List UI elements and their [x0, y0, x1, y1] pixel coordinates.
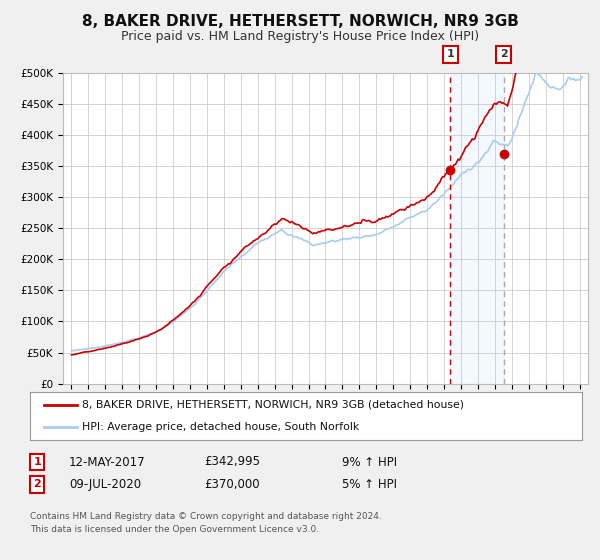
- Text: 8, BAKER DRIVE, HETHERSETT, NORWICH, NR9 3GB (detached house): 8, BAKER DRIVE, HETHERSETT, NORWICH, NR9…: [82, 400, 464, 410]
- Text: £370,000: £370,000: [204, 478, 260, 491]
- Text: HPI: Average price, detached house, South Norfolk: HPI: Average price, detached house, Sout…: [82, 422, 359, 432]
- Text: Contains HM Land Registry data © Crown copyright and database right 2024.
This d: Contains HM Land Registry data © Crown c…: [30, 512, 382, 534]
- Text: Price paid vs. HM Land Registry's House Price Index (HPI): Price paid vs. HM Land Registry's House …: [121, 30, 479, 44]
- Text: 1: 1: [34, 457, 41, 467]
- Text: 1: 1: [446, 49, 454, 59]
- Text: 5% ↑ HPI: 5% ↑ HPI: [342, 478, 397, 491]
- Text: 2: 2: [34, 479, 41, 489]
- Text: 09-JUL-2020: 09-JUL-2020: [69, 478, 141, 491]
- Text: 2: 2: [500, 49, 508, 59]
- Text: 8, BAKER DRIVE, HETHERSETT, NORWICH, NR9 3GB: 8, BAKER DRIVE, HETHERSETT, NORWICH, NR9…: [82, 14, 518, 29]
- Bar: [450, 73, 503, 384]
- Text: 9% ↑ HPI: 9% ↑ HPI: [342, 455, 397, 469]
- Text: 12-MAY-2017: 12-MAY-2017: [69, 455, 146, 469]
- Text: £342,995: £342,995: [204, 455, 260, 469]
